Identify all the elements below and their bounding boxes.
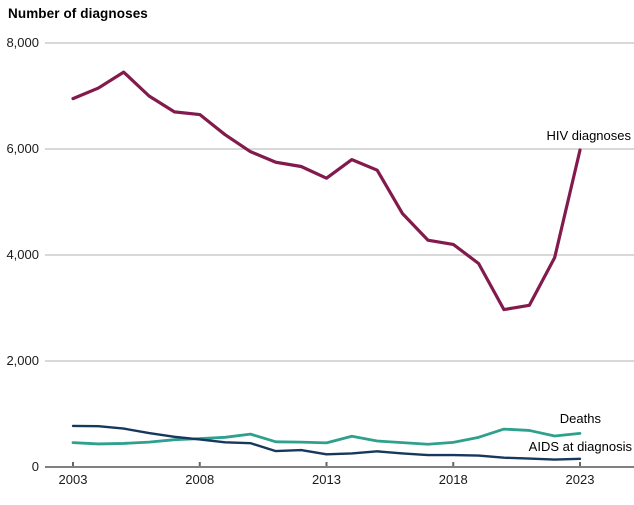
x-axis-tick-label: 2023 — [565, 472, 595, 487]
y-axis-tick-label: 2,000 — [6, 353, 39, 368]
series-label-aids-at-diagnosis: AIDS at diagnosis — [528, 439, 632, 454]
y-axis-tick-label: 8,000 — [6, 35, 39, 50]
x-axis-tick-label: 2018 — [438, 472, 468, 487]
series-line-deaths — [71, 427, 582, 446]
y-axis-tick-label: 6,000 — [6, 141, 39, 156]
series-line-aids-at-diagnosis — [71, 424, 582, 461]
chart-title: Number of diagnoses — [8, 6, 148, 21]
series-line-hiv-diagnoses — [71, 70, 582, 312]
x-axis-tick-label: 2013 — [312, 472, 341, 487]
x-axis-tick-label: 2003 — [58, 472, 88, 487]
x-axis-tick-label: 2008 — [185, 472, 215, 487]
series-label-hiv-diagnoses: HIV diagnoses — [546, 128, 631, 143]
series-label-deaths: Deaths — [559, 411, 601, 426]
y-axis-tick-label: 4,000 — [6, 247, 39, 262]
y-axis-tick-label: 0 — [31, 459, 39, 474]
